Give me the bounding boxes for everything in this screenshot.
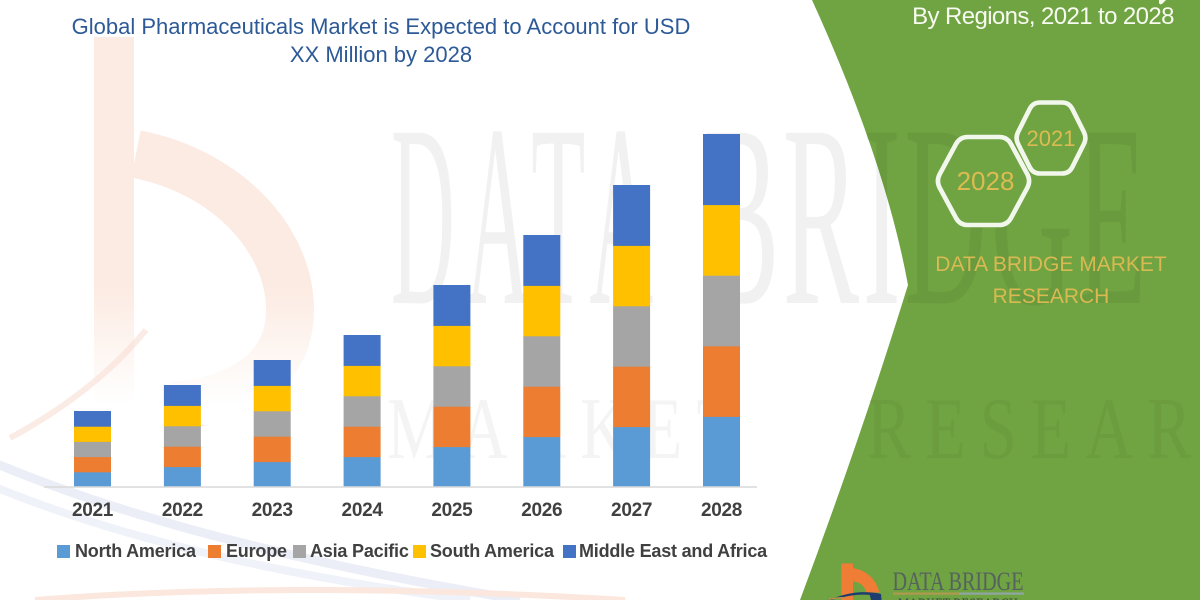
svg-text:DATA BRIDGE: DATA BRIDGE [893,567,1024,596]
svg-text:MARKET RESEARCH: MARKET RESEARCH [898,595,1018,600]
svg-text:2021: 2021 [1027,126,1076,151]
svg-text:2028: 2028 [957,166,1015,196]
svg-text:RESEARCH: RESEARCH [867,380,1200,477]
